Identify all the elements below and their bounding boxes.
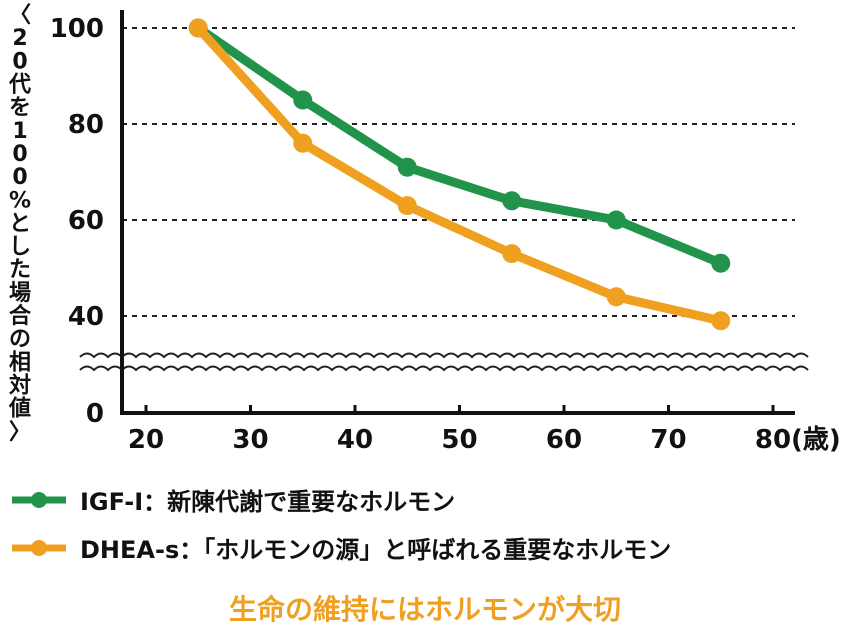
legend-label-igf: IGF-I：新陳代謝で重要なホルモン [80,488,456,516]
data-point-0 [711,253,731,273]
data-point-0 [502,191,522,211]
grid-lines [122,27,795,317]
data-point-1 [188,18,208,38]
y-axis-title: 〈 2 0 代を 1 0 0 %とした場合の相対値〉 [8,3,32,445]
legend-label-dhea: DHEA-s：「ホルモンの源」と呼ばれる重要なホルモン [80,536,672,564]
data-point-0 [397,157,417,177]
y-tick-label: 0 [86,399,104,429]
x-unit-label: (歳) [791,425,841,455]
data-point-1 [606,287,626,307]
data-point-0 [293,90,313,110]
x-tick-label: 70 [650,425,686,455]
axis-break [79,352,809,372]
data-point-0 [606,210,626,230]
data-point-1 [711,311,731,331]
axis-break-line [79,352,809,359]
x-tick-label: 60 [546,425,582,455]
x-tick-label: 40 [337,425,373,455]
x-tick-label: 80 [755,425,791,455]
y-tick-label: 40 [68,302,104,332]
legend-marker-dhea [12,539,66,556]
series-line-1 [193,23,726,326]
legend-item-igf: IGF-I：新陳代謝で重要なホルモン [10,482,455,517]
y-tick-label: 100 [50,14,104,44]
y-tick-label: 60 [68,206,104,236]
data-point-1 [397,196,417,216]
series-lines [188,18,731,331]
legend-item-dhea: DHEA-s：「ホルモンの源」と呼ばれる重要なホルモン [10,530,671,565]
x-tick-label: 20 [128,425,164,455]
caption: 生命の維持にはホルモンが大切 [228,593,621,626]
x-tick-label: 50 [441,425,477,455]
data-point-1 [502,244,522,264]
axes [120,10,795,415]
y-axis-label: 〈 2 0 代を 1 0 0 %とした場合の相対値〉 [8,3,32,445]
x-tick-label: 30 [232,425,268,455]
legend-marker-igf [12,491,66,508]
axis-break-line [79,365,809,372]
series-line-0 [193,23,726,268]
y-tick-label: 80 [68,110,104,140]
data-point-1 [293,133,313,153]
